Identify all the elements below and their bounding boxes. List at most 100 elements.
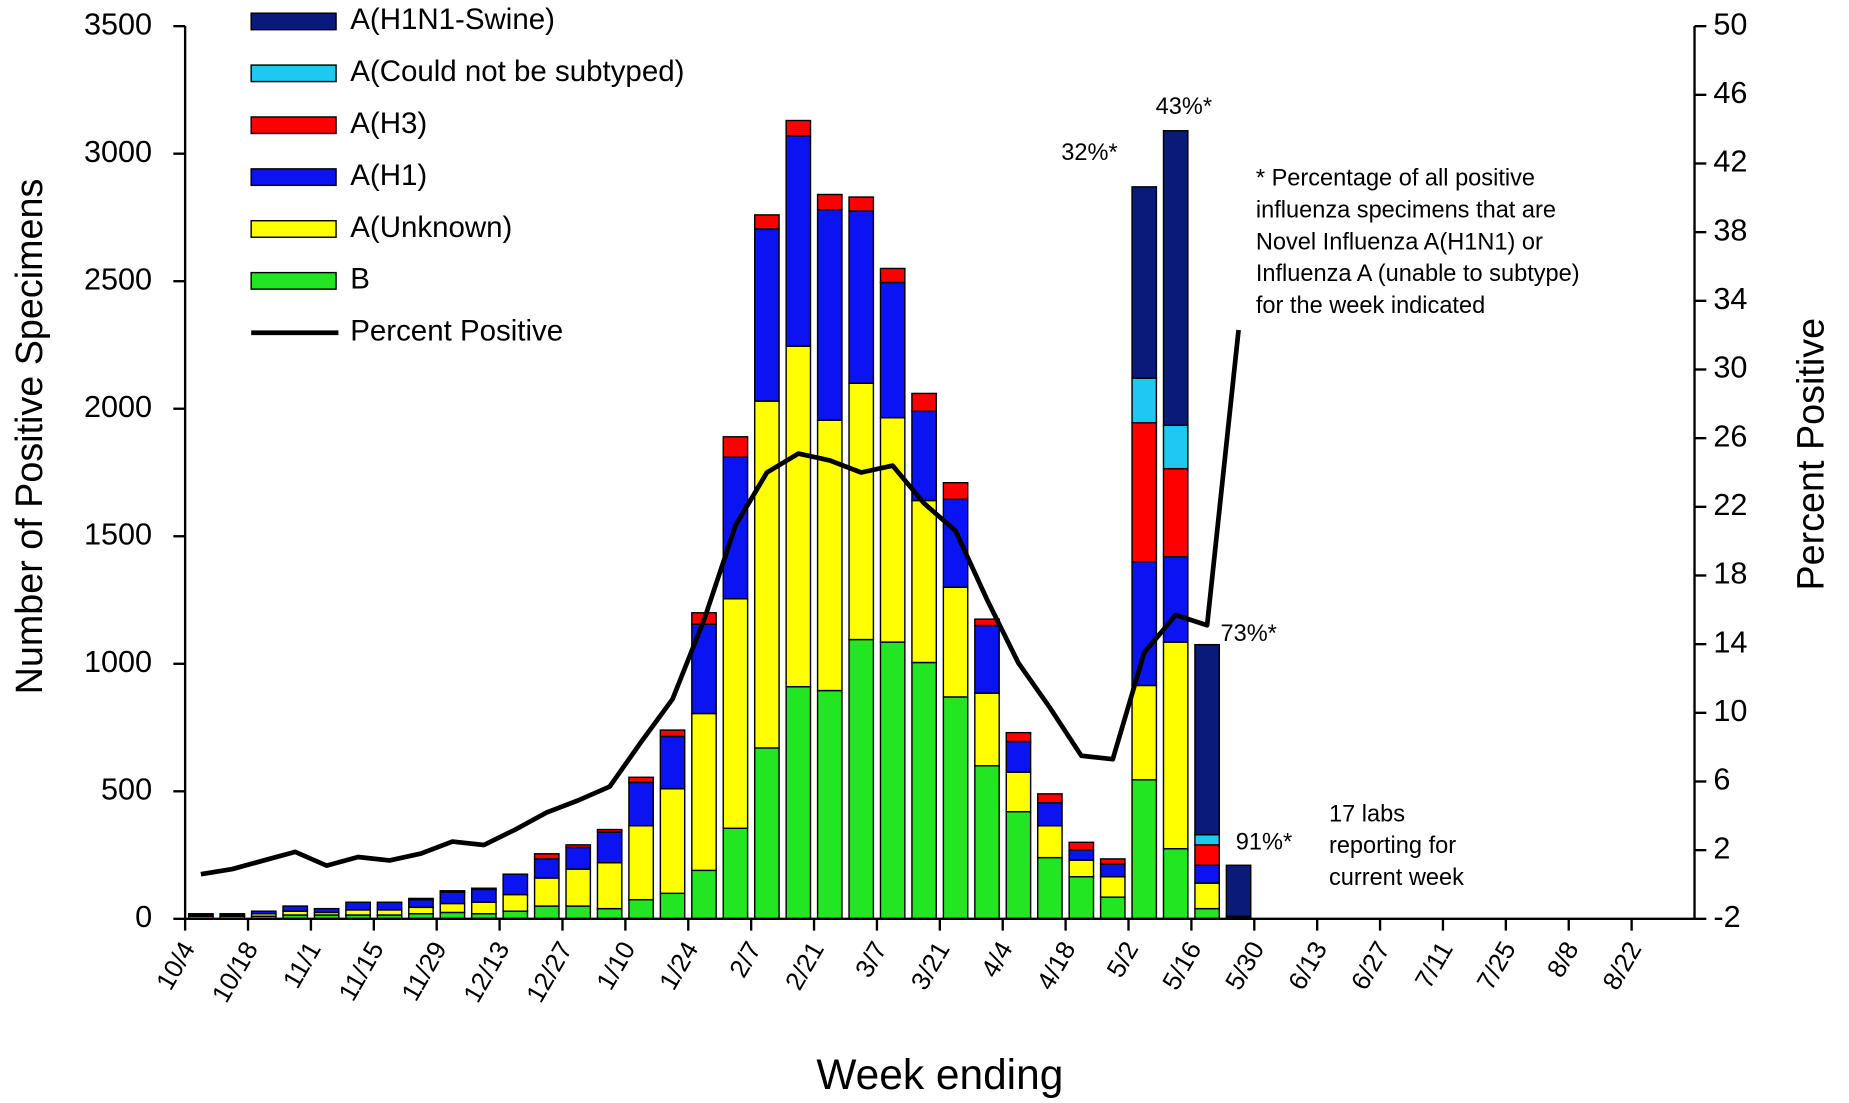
y2-tick-label: 10: [1713, 694, 1747, 728]
bar-segment: [848, 382, 875, 641]
legend-label: A(H1): [350, 159, 427, 192]
y-tick-label: 0: [135, 900, 152, 934]
bar-segment: [1194, 844, 1221, 866]
bar-segment: [1162, 130, 1189, 427]
y-tick-label: 2000: [84, 390, 152, 424]
bar-segment: [848, 196, 875, 212]
bar-segment: [911, 392, 937, 412]
y2-tick-label: 42: [1713, 145, 1747, 179]
x-tick-label: 5/2: [1102, 937, 1144, 982]
legend-label: A(H3): [350, 107, 427, 140]
bar-segment: [408, 906, 434, 915]
bar-segment: [691, 623, 717, 715]
bar-segment: [470, 888, 497, 903]
x-tick-label: 3/21: [906, 937, 955, 995]
bar-segment: [659, 892, 686, 920]
y-tick-label: 3000: [84, 135, 152, 169]
bar-segment: [628, 825, 654, 901]
bar-segment: [816, 689, 843, 920]
x-tick-label: 11/15: [334, 937, 390, 1006]
note-line: Influenza A (unable to subtype): [1256, 260, 1580, 286]
x-tick-label: 4/4: [976, 937, 1018, 982]
bar-segment: [470, 887, 497, 891]
bar-segment: [1036, 793, 1063, 804]
x-axis-title: Week ending: [816, 1051, 1063, 1098]
bar-segment: [1068, 849, 1095, 861]
bar-segment: [1131, 684, 1158, 781]
bar-segment: [942, 696, 969, 920]
bar-segment: [219, 913, 246, 916]
bar-segment: [1131, 422, 1158, 563]
bar-segment: [785, 135, 812, 347]
x-tick-label: 3/7: [851, 937, 893, 982]
bar-segment: [1005, 771, 1032, 813]
x-tick-label: 7/25: [1472, 937, 1521, 995]
x-tick-label: 2/7: [725, 937, 767, 982]
y2-tick-label: 14: [1713, 625, 1747, 659]
x-tick-label: 10/18: [207, 937, 264, 1007]
y2-tick-label: 18: [1713, 557, 1747, 591]
bar-segment: [1005, 810, 1032, 920]
x-tick-label: 11/1: [278, 937, 327, 993]
bar-segment: [753, 228, 780, 402]
x-tick-label: 2/21: [780, 937, 829, 995]
note-line: influenza specimens that are: [1256, 197, 1556, 223]
x-tick-label: 10/4: [151, 937, 200, 995]
bar-segment: [848, 210, 875, 384]
bar-segment: [187, 913, 214, 916]
labs-note-line: 17 labs: [1329, 800, 1405, 826]
bar-segment: [250, 910, 277, 915]
bar-segment: [345, 901, 371, 911]
bar-segment: [659, 729, 686, 738]
bar-segment: [1068, 859, 1095, 878]
percent-line: [200, 329, 1241, 877]
bar-segment: [1194, 864, 1221, 884]
bar-segment: [942, 481, 969, 500]
y-tick-label: 2500: [84, 262, 152, 296]
x-tick-label: 1/10: [592, 937, 641, 995]
legend-swatch: [250, 116, 337, 135]
annotation: 91%*: [1236, 829, 1292, 855]
note-line: for the week indicated: [1256, 292, 1485, 318]
x-tick-label: 5/16: [1158, 937, 1207, 995]
bar-segment: [1036, 856, 1063, 920]
annotation: 73%*: [1220, 620, 1276, 646]
bar-segment: [691, 869, 717, 920]
bar-segment: [816, 209, 843, 421]
bar-segment: [1068, 841, 1095, 851]
bar-segment: [1194, 907, 1221, 920]
bar-segment: [722, 436, 749, 458]
legend-label: Percent Positive: [350, 315, 563, 348]
bar-segment: [1162, 641, 1189, 850]
bar-segment: [376, 901, 403, 911]
bar-segment: [502, 873, 529, 896]
bar-segment: [848, 638, 875, 920]
bar-segment: [1162, 424, 1189, 470]
bar-segment: [345, 909, 371, 916]
bar-segment: [911, 661, 937, 920]
legend-swatch: [250, 64, 337, 83]
bar-segment: [1036, 825, 1063, 859]
bar-segment: [1194, 643, 1221, 836]
bar-segment: [408, 897, 434, 901]
bar-segment: [659, 788, 686, 895]
y-axis-title: Number of Positive Specimens: [8, 179, 50, 695]
legend-swatch: [250, 271, 337, 290]
bar-segment: [879, 641, 906, 920]
note-line: * Percentage of all positive: [1256, 165, 1535, 191]
legend-swatch: [250, 220, 337, 238]
y2-tick-label: 6: [1713, 763, 1730, 797]
bar-segment: [1131, 561, 1158, 687]
legend-label: A(Unknown): [350, 211, 512, 244]
bar-segment: [628, 898, 654, 920]
legend-swatch: [250, 168, 337, 187]
y2-tick-label: 2: [1713, 831, 1730, 865]
bar-segment: [1099, 876, 1126, 898]
legend-label: A(H1N1-Swine): [350, 3, 555, 36]
bar-segment: [1099, 863, 1126, 878]
x-tick-label: 1/24: [655, 937, 704, 995]
bar-segment: [596, 828, 623, 833]
bar-segment: [974, 624, 1000, 694]
bar-segment: [596, 831, 623, 864]
x-tick-label: 8/8: [1542, 937, 1584, 982]
